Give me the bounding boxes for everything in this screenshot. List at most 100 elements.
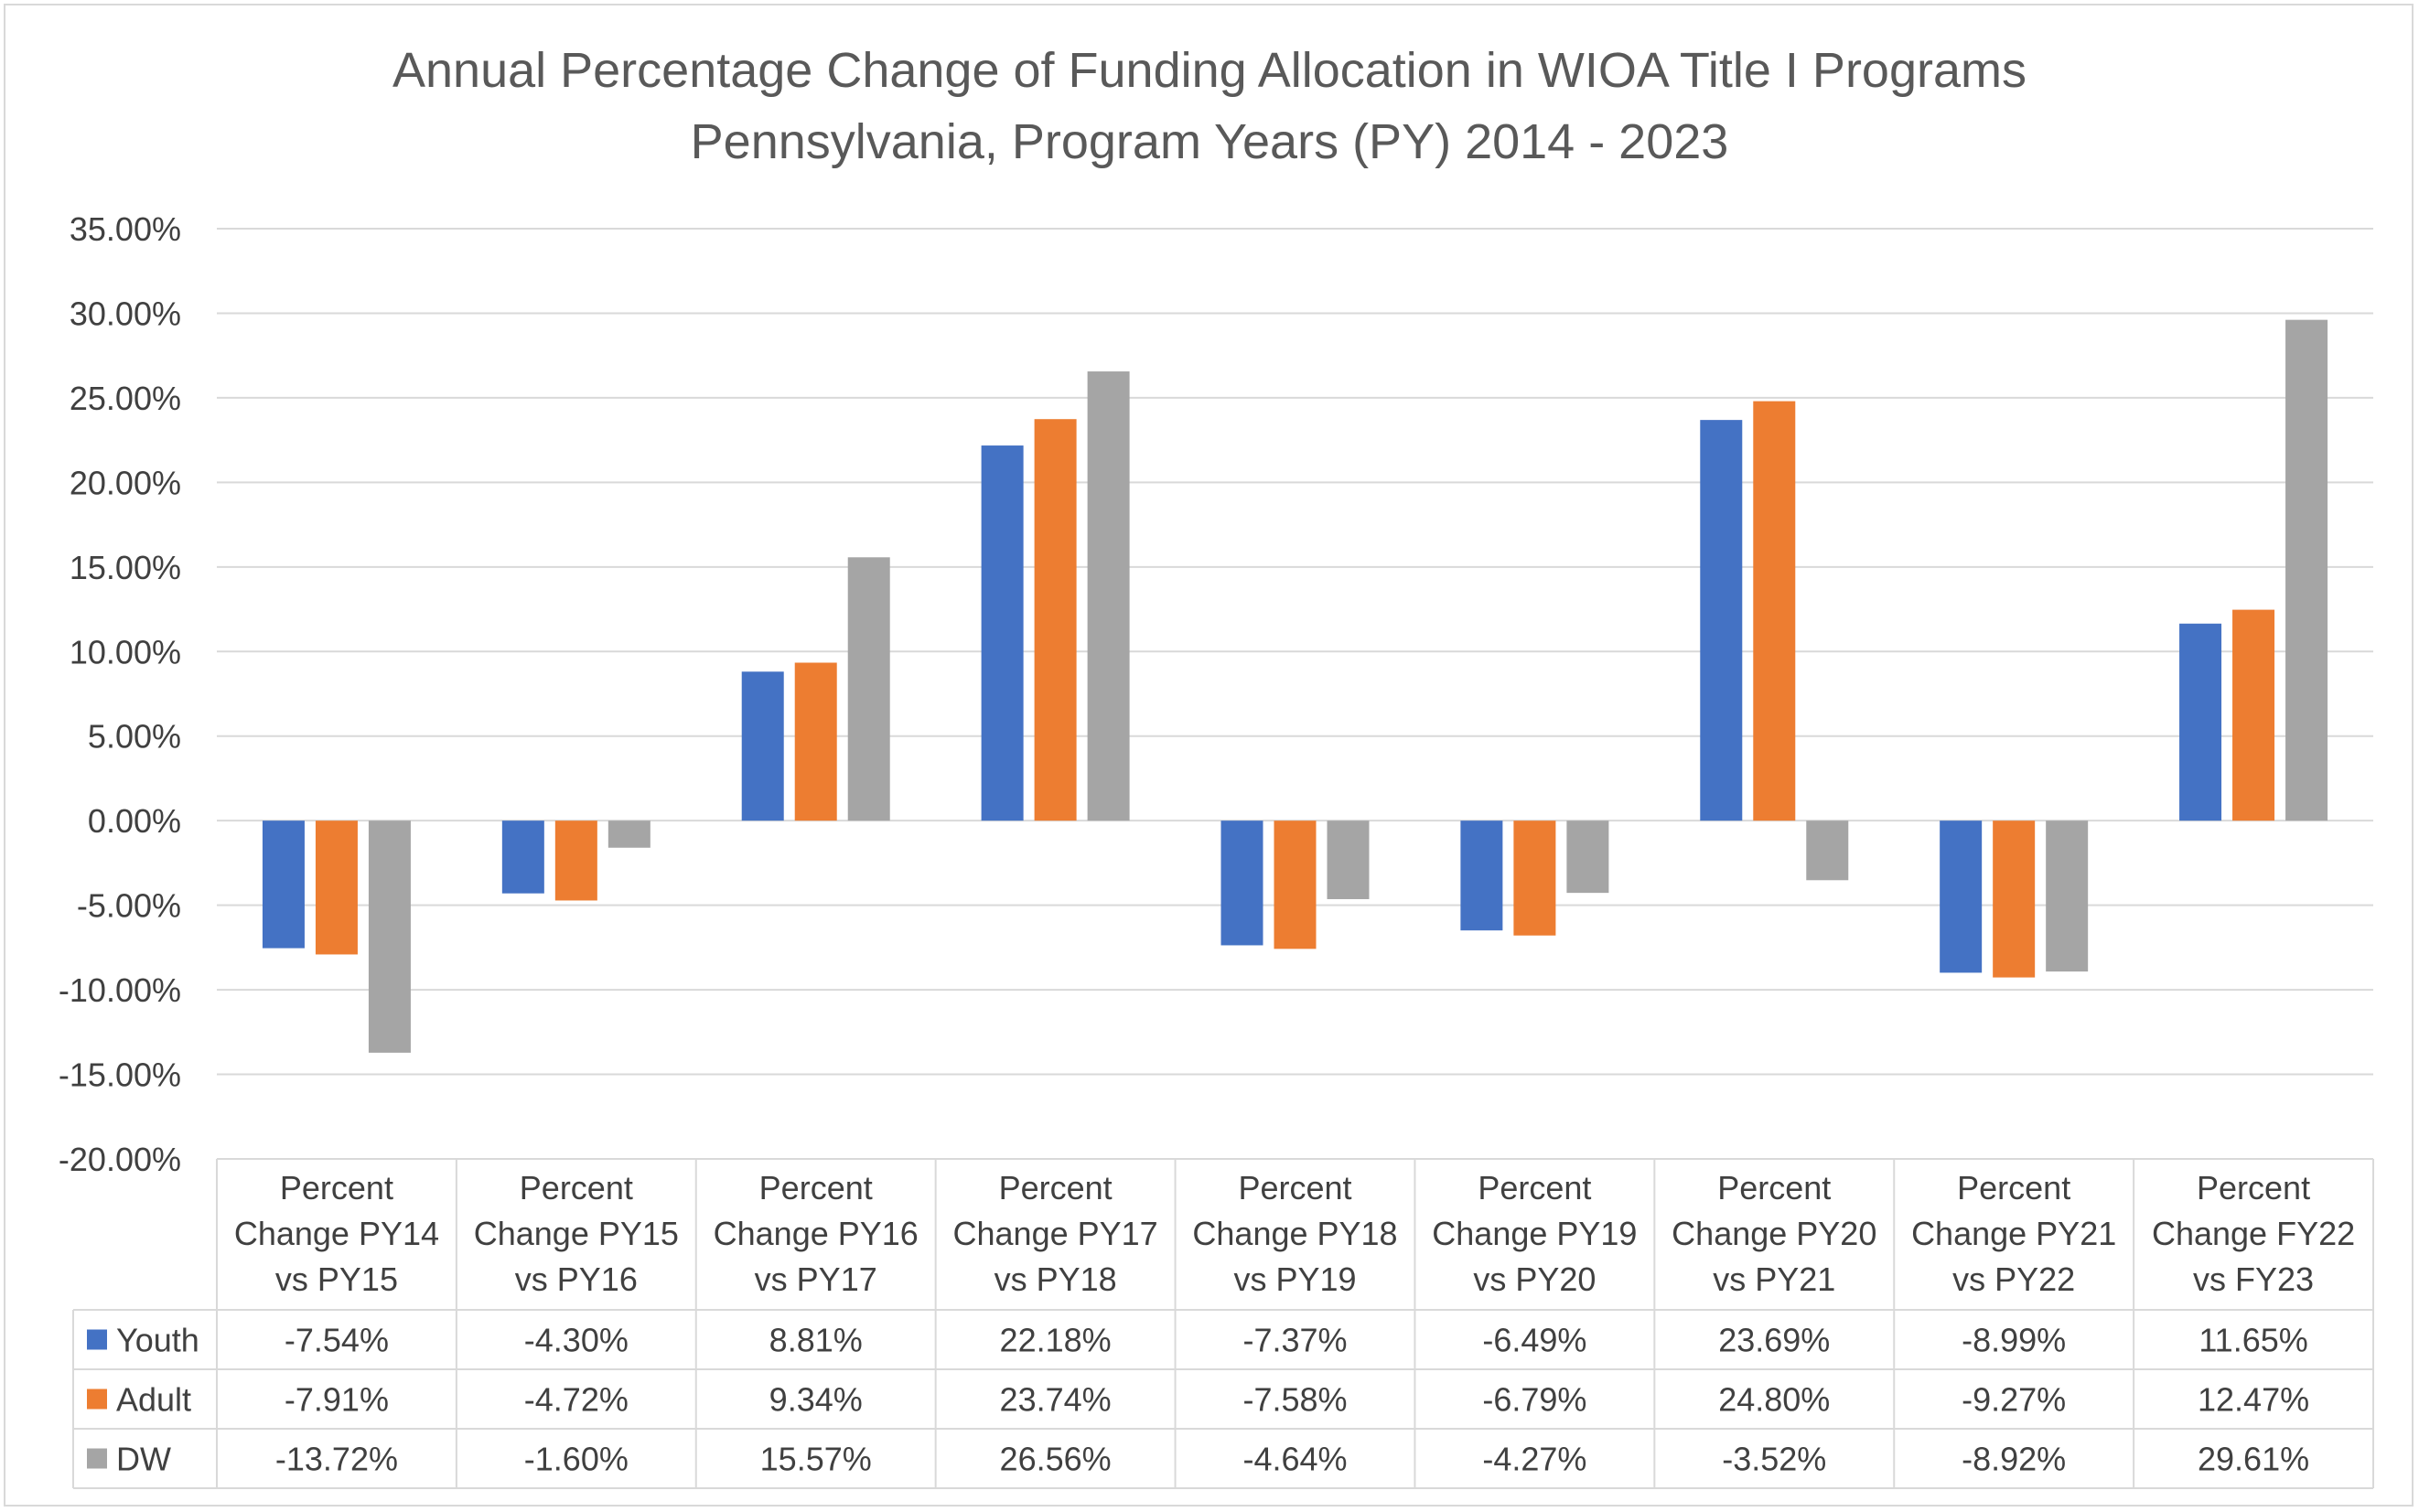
data-label: -7.37% [1242,1322,1347,1359]
y-tick-label: 25.00% [70,380,181,417]
data-label: 22.18% [1000,1322,1112,1359]
data-label: -4.72% [524,1381,629,1419]
bar-adult [1513,820,1556,936]
y-tick-label: 30.00% [70,295,181,332]
bar-dw [1087,371,1130,821]
y-tick-label: 10.00% [70,633,181,670]
data-label: 24.80% [1718,1381,1830,1419]
data-label: 9.34% [769,1381,863,1419]
legend-label: DW [116,1441,171,1478]
data-label: -4.27% [1482,1441,1586,1478]
legend-swatch-youth [87,1329,107,1350]
bar-dw [607,820,650,848]
data-label: -4.30% [524,1322,629,1359]
data-label: -7.58% [1242,1381,1347,1419]
y-tick-label: 0.00% [88,802,181,840]
bar-adult [794,662,837,821]
legend-label: Youth [116,1322,199,1359]
category-label: vs PY18 [994,1260,1117,1298]
data-label: 15.57% [760,1441,872,1478]
category-label: vs PY21 [1713,1260,1835,1298]
category-label: vs PY20 [1473,1260,1596,1298]
bar-dw [2285,319,2328,821]
bar-dw [847,557,890,821]
data-label: -13.72% [275,1441,398,1478]
legend-label: Adult [116,1381,191,1419]
bar-youth [741,671,784,821]
category-label: Change PY21 [1911,1215,2116,1252]
chart-title: Annual Percentage Change of Funding Allo… [392,43,2027,169]
data-label: -4.64% [1242,1441,1347,1478]
category-label: Percent [520,1169,633,1206]
bar-youth [1700,420,1743,821]
bar-adult [1034,419,1077,821]
bar-youth [262,820,305,949]
bar-youth [981,445,1024,821]
data-label: 8.81% [769,1322,863,1359]
data-label: -7.54% [285,1322,389,1359]
category-label: vs PY22 [1952,1260,2075,1298]
bar-adult [2232,609,2275,821]
category-label: vs PY17 [755,1260,877,1298]
category-label: Percent [1717,1169,1831,1206]
bar-dw [1566,820,1609,894]
category-label: vs PY19 [1233,1260,1356,1298]
data-table: Percent Change PY14 vs PY15 Percent Change P… [72,1158,2374,1489]
category-label: Change PY15 [474,1215,679,1252]
bar-dw [1327,820,1370,899]
category-label: Change PY14 [234,1215,439,1252]
category-label: Change PY20 [1672,1215,1876,1252]
data-label: -8.92% [1962,1441,2066,1478]
legend-swatch-adult [87,1389,107,1410]
category-label: Percent [1957,1169,2070,1206]
data-label: 23.69% [1718,1322,1830,1359]
data-label: 12.47% [2198,1381,2309,1419]
y-tick-label: 5.00% [88,718,181,756]
chart-title-line-1: Annual Percentage Change of Funding Allo… [392,43,2027,98]
bar-youth [1220,820,1263,946]
data-label: -3.52% [1722,1441,1826,1478]
y-tick-label: -15.00% [59,1056,181,1094]
category-label: Change FY22 [2152,1215,2355,1252]
data-label: 23.74% [1000,1381,1112,1419]
category-label: Percent [1478,1169,1591,1206]
bar-adult [554,820,597,901]
data-label: 29.61% [2198,1441,2309,1478]
category-label: Percent [280,1169,393,1206]
data-label: 11.65% [2199,1322,2307,1359]
bar-youth [501,820,544,894]
y-tick-label: -20.00% [59,1141,181,1178]
category-label: Change PY18 [1192,1215,1397,1252]
category-label: Percent [999,1169,1113,1206]
category-label: Percent [759,1169,873,1206]
bar-dw [1806,820,1849,881]
data-label: -6.79% [1482,1381,1586,1419]
category-label: vs PY16 [515,1260,638,1298]
category-label: Change PY17 [953,1215,1158,1252]
y-tick-label: 20.00% [70,464,181,501]
category-label: vs PY15 [275,1260,398,1298]
data-label: -9.27% [1962,1381,2066,1419]
data-label: -1.60% [524,1441,629,1478]
legend-swatch-dw [87,1448,107,1469]
y-tick-label: -10.00% [59,971,181,1009]
chart-frame [4,4,2414,1507]
bar-dw [368,820,411,1053]
bar-dw [2046,820,2089,972]
category-label: Change PY19 [1432,1215,1637,1252]
y-axis-tick-labels: -20.00% -15.00% -10.00% -5.00% 0.00% 5.00% 10.… [59,210,181,1178]
bar-youth [2179,623,2222,821]
y-tick-label: 35.00% [70,210,181,248]
data-label: -6.49% [1482,1322,1586,1359]
data-label: -8.99% [1962,1322,2066,1359]
bar-youth [1940,820,1983,973]
chart-title-line-2: Pennsylvania, Program Years (PY) 2014 - … [691,114,1729,169]
category-label: vs FY23 [2193,1260,2314,1298]
bar-youth [1460,820,1503,931]
gridlines [217,228,2373,1076]
category-label: Change PY16 [714,1215,919,1252]
bars [262,319,2328,1053]
category-label: Percent [2197,1169,2310,1206]
y-tick-label: -5.00% [77,887,181,925]
